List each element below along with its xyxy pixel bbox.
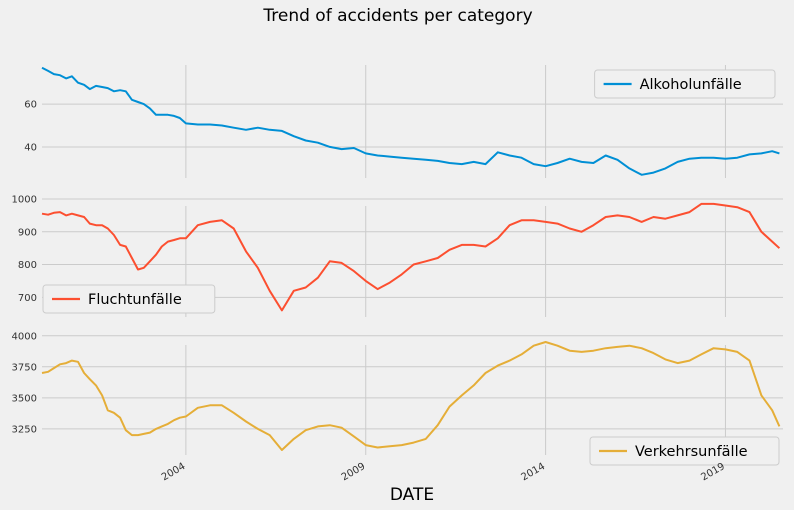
legend-label: Alkoholunfälle xyxy=(640,77,742,93)
x-tick-label: 2014 xyxy=(520,461,548,483)
y-tick-label: 1000 xyxy=(12,194,37,205)
panel-1: 40 60 Alkoholunfälle xyxy=(24,65,783,178)
y-tick-label: 60 xyxy=(24,100,37,111)
x-tick-label: 2009 xyxy=(340,461,368,483)
x-axis-label: DATE xyxy=(390,485,434,505)
y-tick-label: 800 xyxy=(18,260,37,271)
legend-box xyxy=(589,436,780,466)
y-tick-label: 700 xyxy=(18,293,37,304)
legend-box xyxy=(42,284,216,314)
series-line-3 xyxy=(41,341,781,451)
y-tick-label: 3250 xyxy=(12,424,37,435)
panel-2: 700 800 900 1000 Fluchtunfälle xyxy=(12,194,783,317)
series-line-2 xyxy=(41,202,781,312)
legend-box xyxy=(594,69,776,99)
legend-3: Verkehrsunfälle xyxy=(589,436,780,466)
y-tick-label: 900 xyxy=(18,227,37,238)
y-tick-label: 3750 xyxy=(12,362,37,373)
legend-1: Alkoholunfälle xyxy=(594,69,776,99)
chart-title: Trend of accidents per category xyxy=(262,6,532,26)
y-tick-label: 40 xyxy=(24,142,37,153)
legend-2: Fluchtunfälle xyxy=(42,284,216,314)
x-tick-label: 2004 xyxy=(160,461,188,483)
y-tick-label: 4000 xyxy=(12,331,37,342)
legend-label: Verkehrsunfälle xyxy=(635,444,748,460)
y-tick-label: 3500 xyxy=(12,393,37,404)
panel-3: 3250 3500 3750 4000 Verkehrsunfälle xyxy=(12,331,783,466)
legend-label: Fluchtunfälle xyxy=(88,292,182,308)
series-line-1 xyxy=(41,66,780,176)
